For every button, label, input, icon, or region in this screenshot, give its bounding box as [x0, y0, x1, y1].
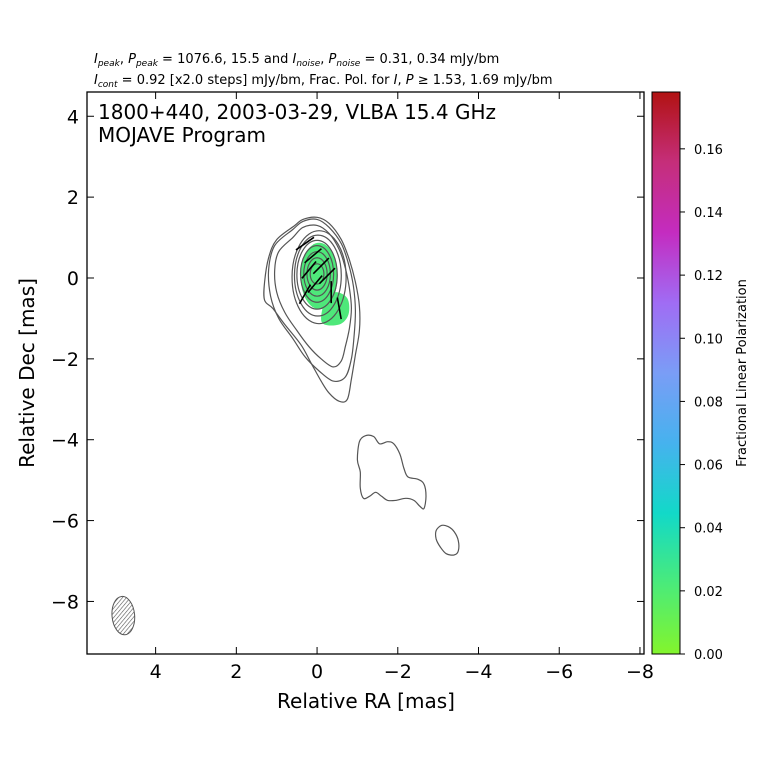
colorbar-tick-label: 0.04 — [694, 522, 723, 537]
colorbar-tick-label: 0.00 — [694, 648, 723, 663]
program-title: MOJAVE Program — [98, 123, 266, 147]
colorbar — [651, 91, 681, 655]
core-contour-5 — [293, 234, 342, 317]
plot-frame — [86, 91, 645, 655]
x-tick-label: 2 — [230, 661, 242, 683]
x-axis-label: Relative RA [mas] — [277, 689, 455, 713]
knot-contour-0 — [356, 434, 427, 510]
colorbar-tick-label: 0.06 — [694, 459, 723, 474]
beam-ellipse — [111, 595, 136, 636]
core-contour-4 — [296, 239, 338, 310]
core-contour-1 — [306, 257, 328, 291]
source-title: 1800+440, 2003-03-29, VLBA 15.4 GHz — [98, 100, 496, 124]
evpa-tick-5 — [307, 275, 323, 293]
evpa-tick-4 — [318, 267, 336, 285]
y-axis-label: Relative Dec [mas] — [15, 278, 39, 468]
jet-contour-1 — [267, 218, 357, 383]
x-tick-label: −8 — [626, 661, 654, 683]
colorbar-tick-label: 0.08 — [694, 395, 723, 410]
jet-contour-2 — [263, 216, 361, 403]
y-tick-label: 4 — [67, 106, 79, 128]
x-tick-label: 0 — [311, 661, 323, 683]
knot-contour-1 — [434, 524, 460, 556]
evpa-tick-2 — [312, 257, 330, 275]
y-tick-label: 0 — [67, 268, 79, 290]
header-line-1: Ipeak, Ppeak = 1076.6, 15.5 and Inoise, … — [94, 52, 499, 69]
evpa-tick-0 — [295, 236, 315, 251]
colorbar-tick-label: 0.14 — [694, 206, 723, 221]
x-tick-label: −2 — [384, 661, 412, 683]
evpa-tick-3 — [301, 260, 317, 279]
x-tick-label: −6 — [545, 661, 573, 683]
header-line-2: Icont = 0.92 [x2.0 steps] mJy/bm, Frac. … — [94, 73, 553, 90]
colorbar-tick-label: 0.16 — [694, 143, 723, 158]
core-contour-0 — [309, 263, 325, 285]
colorbar-tick-label: 0.02 — [694, 585, 723, 600]
colorbar-tick-label: 0.10 — [694, 332, 723, 347]
x-tick-label: 4 — [150, 661, 162, 683]
y-tick-label: 2 — [67, 187, 79, 209]
x-tick-label: −4 — [465, 661, 493, 683]
core-contour-6 — [291, 230, 347, 325]
colorbar-tick-label: 0.12 — [694, 269, 723, 284]
colorbar-label: Fractional Linear Polarization — [735, 279, 750, 467]
evpa-tick-8 — [298, 284, 312, 305]
y-tick-label: −2 — [51, 349, 79, 371]
y-tick-label: −8 — [51, 591, 79, 613]
core-contour-3 — [299, 245, 335, 303]
y-tick-label: −6 — [51, 511, 79, 533]
plot-area — [87, 92, 644, 654]
evpa-tick-1 — [304, 248, 322, 264]
evpa-tick-7 — [336, 297, 342, 320]
y-tick-label: −4 — [51, 430, 79, 452]
